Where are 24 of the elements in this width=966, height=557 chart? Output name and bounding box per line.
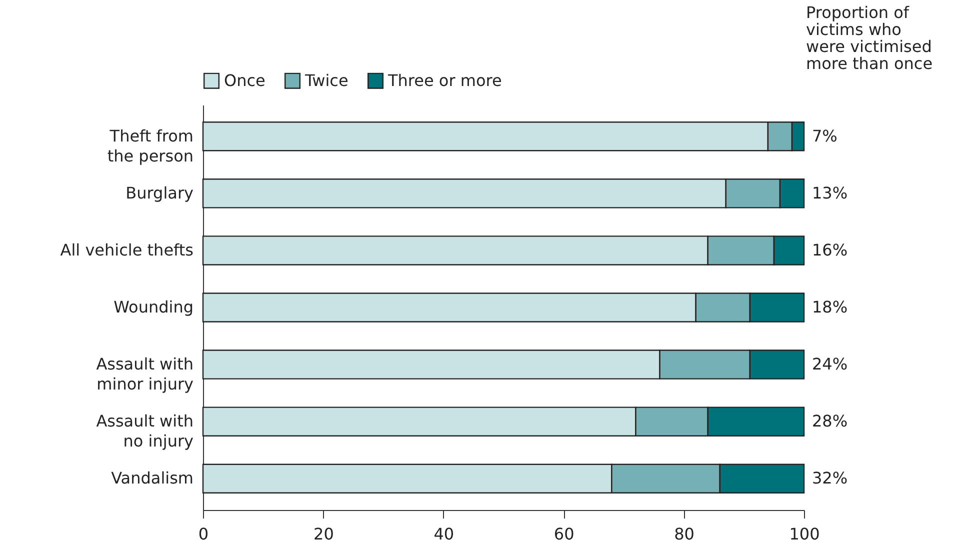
- x-tick-label: 100: [789, 524, 820, 544]
- legend-label: Twice: [304, 70, 348, 90]
- y-tick-label: Burglary: [126, 183, 194, 202]
- text: Proportion of victims who were victimised more than once: [806, 3, 933, 73]
- y-tick-label: Vandalism: [111, 468, 194, 488]
- text: 13%: [812, 183, 848, 202]
- x-tick-label: 60: [554, 524, 574, 544]
- x-tick-label: 40: [434, 524, 454, 544]
- x-tick-label: 20: [314, 524, 334, 544]
- y-tick-label: Wounding: [114, 298, 194, 316]
- x-tick-label: 80: [674, 524, 694, 544]
- text: 24%: [812, 354, 848, 374]
- text: 28%: [812, 412, 848, 431]
- legend-label: Three or more: [387, 70, 502, 90]
- text: 18%: [812, 298, 848, 316]
- y-tick-label: All vehicle thefts: [60, 240, 194, 260]
- text: 7%: [812, 126, 838, 146]
- text: 32%: [812, 468, 848, 488]
- y-tick-label: Assault with minor injury: [96, 354, 194, 394]
- y-tick-label: Theft from the person: [107, 126, 194, 166]
- y-tick-label: Assault with no injury: [96, 412, 194, 451]
- legend-label: Once: [224, 70, 266, 90]
- x-tick-label: 0: [198, 524, 209, 544]
- text: 16%: [812, 240, 848, 260]
